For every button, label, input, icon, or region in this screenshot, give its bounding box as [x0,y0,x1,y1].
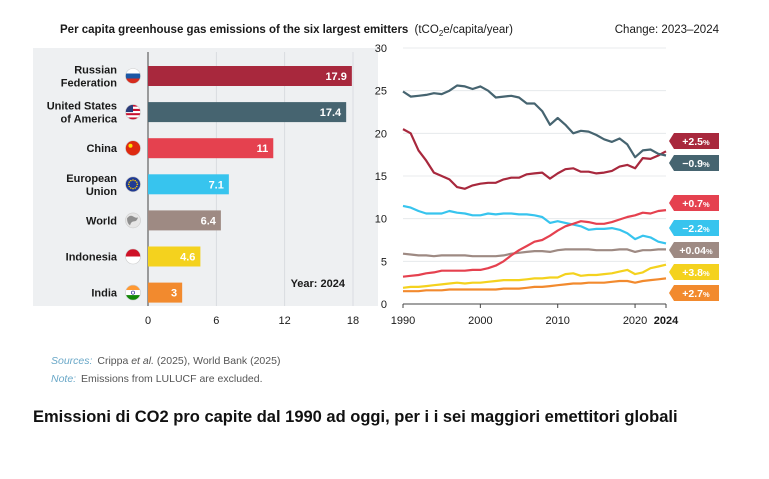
line-x-tick-label: 2024 [654,315,679,327]
sources-line: Sources: Crippa et al. (2025), World Ban… [51,355,280,367]
line-series [402,84,667,293]
line-y-tick-label: 0 [381,299,387,311]
line-usa [402,84,667,159]
globe-icon [125,212,141,229]
line-x-axis: 1990 2000 2010 2020 2024 [391,304,679,327]
bar-category-label: United States of America [47,101,118,126]
figure-caption: Emissioni di CO2 pro capite dal 1990 ad … [33,408,678,426]
change-badge-label: +3.8% [682,267,710,279]
bar-indonesia [148,246,201,267]
line-russia [402,128,667,190]
change-badge-indonesia: +3.8% [669,264,719,280]
bar-china [148,138,274,159]
bar-value-label: 6.4 [201,215,217,227]
change-badge-label: −0.9% [682,158,710,170]
change-header: Change: 2023–2024 [615,24,720,36]
bar-category-label: China [86,143,117,155]
line-y-tick-label: 10 [375,214,387,226]
eu-flag-icon [125,176,141,193]
change-badge-china: +0.7% [669,195,719,211]
line-y-tick-label: 5 [381,256,387,268]
bar-usa [148,102,347,123]
year-label: Year: 2024 [291,278,346,290]
bar-category-label: Russian Federation [61,65,118,90]
line-eu [402,204,667,245]
india-flag-icon [125,284,141,301]
bars: 17.9 17.4 11 7.1 6.4 4.6 3 [148,66,352,303]
line-x-tick-label: 2000 [468,315,492,327]
change-badges: +2.5% −0.9% +0.7% −2.2% +0.04% +3.8% +2.7% [669,133,719,301]
indonesia-flag-icon [125,248,141,265]
bar-eu [148,174,229,195]
chart-title: Per capita greenhouse gas emissions of t… [60,24,513,38]
change-badge-label: −2.2% [682,223,710,235]
change-badge-world: +0.04% [669,242,719,258]
bar-value-label: 17.4 [320,107,342,119]
bar-value-label: 3 [171,288,177,300]
change-badge-russia: +2.5% [669,133,719,149]
bar-x-tick-label: 12 [279,315,291,327]
note-line: Note: Emissions from LULUCF are excluded… [51,373,263,385]
line-china [402,209,667,278]
bar-category-label: Indonesia [66,252,118,264]
line-y-axis: 0 5 10 15 20 25 30 [375,43,387,311]
change-badge-eu: −2.2% [669,220,719,236]
change-badge-usa: −0.9% [669,155,719,171]
bar-world [148,210,221,231]
line-x-tick-label: 2020 [623,315,647,327]
change-badge-shape [669,155,719,171]
bar-flags [125,68,141,301]
change-badge-label: +0.04% [679,245,713,257]
bar-value-label: 4.6 [180,252,195,264]
bar-value-label: 7.1 [209,179,224,191]
bar-russia [148,66,352,86]
bar-category-label: European Union [66,173,117,198]
line-grid [403,47,666,305]
bar-category-label: World [86,215,117,227]
usa-flag-icon [125,104,141,120]
line-x-tick-label: 1990 [391,315,415,327]
change-badge-shape [669,264,719,280]
bar-value-label: 11 [257,143,269,155]
bar-x-tick-label: 18 [347,315,359,327]
line-india [403,277,667,293]
chart-svg: Per capita greenhouse gas emissions of t… [33,24,720,385]
line-y-tick-label: 15 [375,171,387,183]
line-y-tick-label: 25 [375,86,387,98]
bar-category-labels: Russian Federation United States of America… [47,65,118,300]
line-y-tick-label: 30 [375,43,387,55]
change-badge-shape [669,220,719,236]
change-badge-label: +0.7% [682,198,710,210]
change-badge-label: +2.7% [682,288,710,300]
line-world [402,248,666,258]
bar-x-tick-label: 6 [213,315,219,327]
change-badge-shape [669,133,719,149]
bar-x-tick-label: 0 [145,315,151,327]
bar-value-label: 17.9 [325,71,346,83]
bar-category-label: India [91,288,118,300]
china-flag-icon [125,140,141,156]
change-badge-shape [669,242,719,258]
change-badge-label: +2.5% [682,136,710,148]
change-badge-shape [669,195,719,211]
line-indonesia [402,263,667,289]
chart-figure: Per capita greenhouse gas emissions of t… [33,8,736,390]
line-y-tick-label: 20 [375,128,387,140]
bar-india [148,282,183,303]
line-x-tick-label: 2010 [545,315,569,327]
russia-flag-icon [125,68,141,84]
bar-x-axis: 0 6 12 18 [145,315,359,327]
change-badge-india: +2.7% [669,285,719,301]
change-badge-shape [669,285,719,301]
